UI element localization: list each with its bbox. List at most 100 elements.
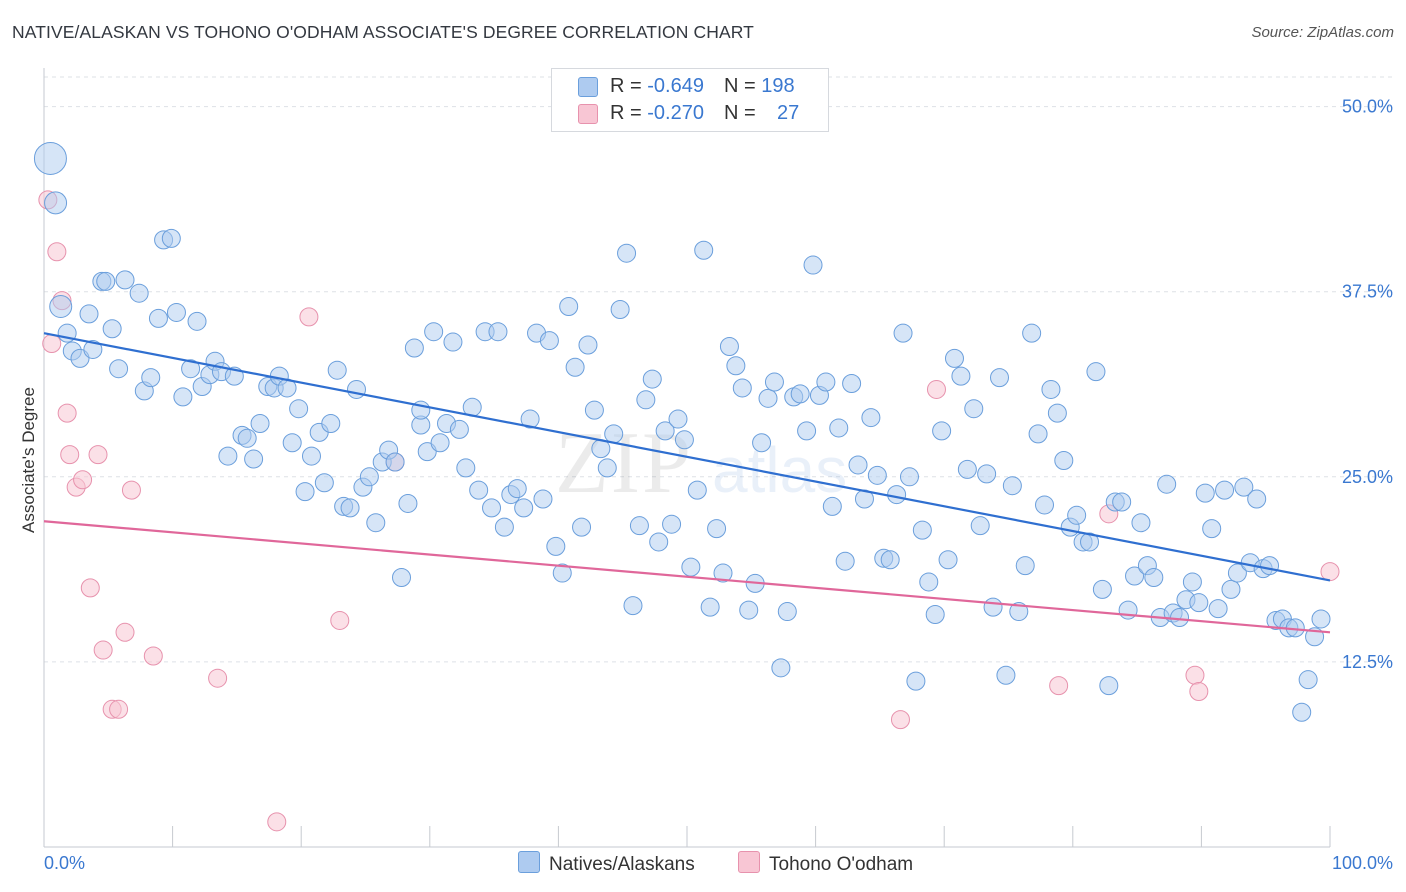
data-point-natives: [848, 455, 868, 475]
data-point-natives: [1092, 579, 1112, 599]
data-point-natives: [944, 348, 964, 368]
data-point-natives: [129, 283, 149, 303]
n-value: 198: [761, 75, 795, 97]
data-point-natives: [1015, 556, 1035, 576]
data-point-natives: [327, 360, 347, 380]
r-label: R =: [610, 75, 648, 97]
data-point-natives: [835, 551, 855, 571]
data-point-natives: [289, 399, 309, 419]
data-point-natives: [1202, 519, 1222, 539]
bottom-label-natives: Natives/Alaskans: [549, 854, 695, 875]
data-point-natives: [321, 414, 341, 433]
data-point-natives: [700, 597, 720, 617]
data-point-natives: [758, 388, 778, 408]
data-point-natives: [237, 428, 257, 448]
data-point-natives: [662, 514, 682, 534]
data-point-natives: [1170, 607, 1190, 627]
data-point-natives: [482, 498, 502, 518]
data-point-natives: [829, 418, 849, 438]
data-point-natives: [1041, 379, 1061, 399]
trend-lines: [43, 332, 1331, 634]
data-point-natives: [777, 602, 797, 622]
data-point-tohono: [1189, 682, 1209, 702]
data-point-natives: [1080, 532, 1100, 552]
data-point-natives: [617, 243, 637, 263]
data-point-tohono: [60, 445, 80, 465]
data-point-natives: [932, 421, 952, 441]
y-tick-label: 12.5%: [1342, 652, 1393, 672]
data-point-natives: [49, 295, 73, 319]
data-point-natives: [1067, 505, 1087, 525]
data-point-natives: [44, 191, 68, 215]
data-point-natives: [1144, 568, 1164, 587]
data-point-natives: [681, 557, 701, 577]
data-point-natives: [430, 433, 450, 453]
bottom-swatch-natives: [518, 851, 540, 873]
data-point-natives: [83, 339, 103, 359]
data-point-tohono: [109, 699, 129, 719]
data-point-natives: [102, 319, 122, 339]
data-point-tohono: [121, 480, 141, 500]
data-point-natives: [443, 332, 463, 352]
y-axis-title: Associate's Degree: [19, 387, 38, 533]
data-point-natives: [977, 464, 997, 484]
data-point-natives: [957, 459, 977, 479]
data-point-natives: [842, 374, 862, 394]
data-point-natives: [449, 419, 469, 439]
trend-line-natives: [43, 332, 1331, 582]
data-point-natives: [1208, 599, 1228, 619]
data-point-natives: [173, 387, 193, 407]
data-point-tohono: [208, 668, 228, 688]
data-point-natives: [1002, 476, 1022, 496]
data-point-natives: [398, 493, 418, 513]
data-point-natives: [250, 414, 270, 433]
legend-stats-natives: R = -0.649 N = 198: [610, 75, 795, 98]
data-point-natives: [970, 516, 990, 536]
bottom-legend-natives: Natives/Alaskans: [518, 851, 695, 876]
data-point-natives: [1157, 474, 1177, 494]
data-point-natives: [514, 498, 534, 518]
legend-swatch-natives: [578, 77, 598, 97]
data-point-natives: [559, 297, 579, 317]
data-point-natives: [713, 563, 733, 583]
data-point-natives: [1028, 424, 1048, 444]
n-value: 27: [776, 102, 800, 124]
data-point-natives: [141, 368, 161, 388]
data-point-natives: [1131, 513, 1151, 533]
data-point-natives: [340, 498, 360, 518]
data-point-natives: [867, 465, 887, 485]
data-point-natives: [572, 517, 592, 537]
data-point-natives: [687, 480, 707, 500]
data-point-natives: [552, 563, 572, 583]
data-point-natives: [1260, 556, 1280, 576]
y-tick-label: 25.0%: [1342, 467, 1393, 487]
data-point-natives: [584, 400, 604, 420]
data-point-natives: [565, 357, 585, 377]
data-point-natives: [880, 550, 900, 570]
data-point-natives: [771, 658, 791, 678]
data-point-natives: [906, 671, 926, 691]
data-point-natives: [218, 446, 238, 466]
data-point-natives: [642, 369, 662, 389]
data-point-tohono: [299, 307, 319, 327]
data-point-natives: [912, 520, 932, 540]
natives-points: [33, 141, 1331, 722]
data-point-natives: [739, 600, 759, 620]
data-point-natives: [887, 485, 907, 505]
data-point-natives: [983, 597, 1003, 617]
legend-swatch-tohono: [578, 104, 598, 124]
data-point-natives: [314, 473, 334, 493]
bottom-legend-tohono: Tohono O'odham: [738, 851, 913, 876]
data-point-natives: [346, 379, 366, 399]
data-point-natives: [546, 536, 566, 556]
data-point-natives: [244, 449, 264, 469]
data-point-natives: [96, 271, 116, 291]
data-point-natives: [1099, 676, 1119, 696]
data-point-natives: [1221, 579, 1241, 599]
data-point-tohono: [926, 379, 946, 399]
data-point-natives: [507, 479, 527, 499]
data-point-tohono: [42, 334, 62, 354]
data-point-natives: [694, 240, 714, 260]
data-point-natives: [1047, 403, 1067, 423]
